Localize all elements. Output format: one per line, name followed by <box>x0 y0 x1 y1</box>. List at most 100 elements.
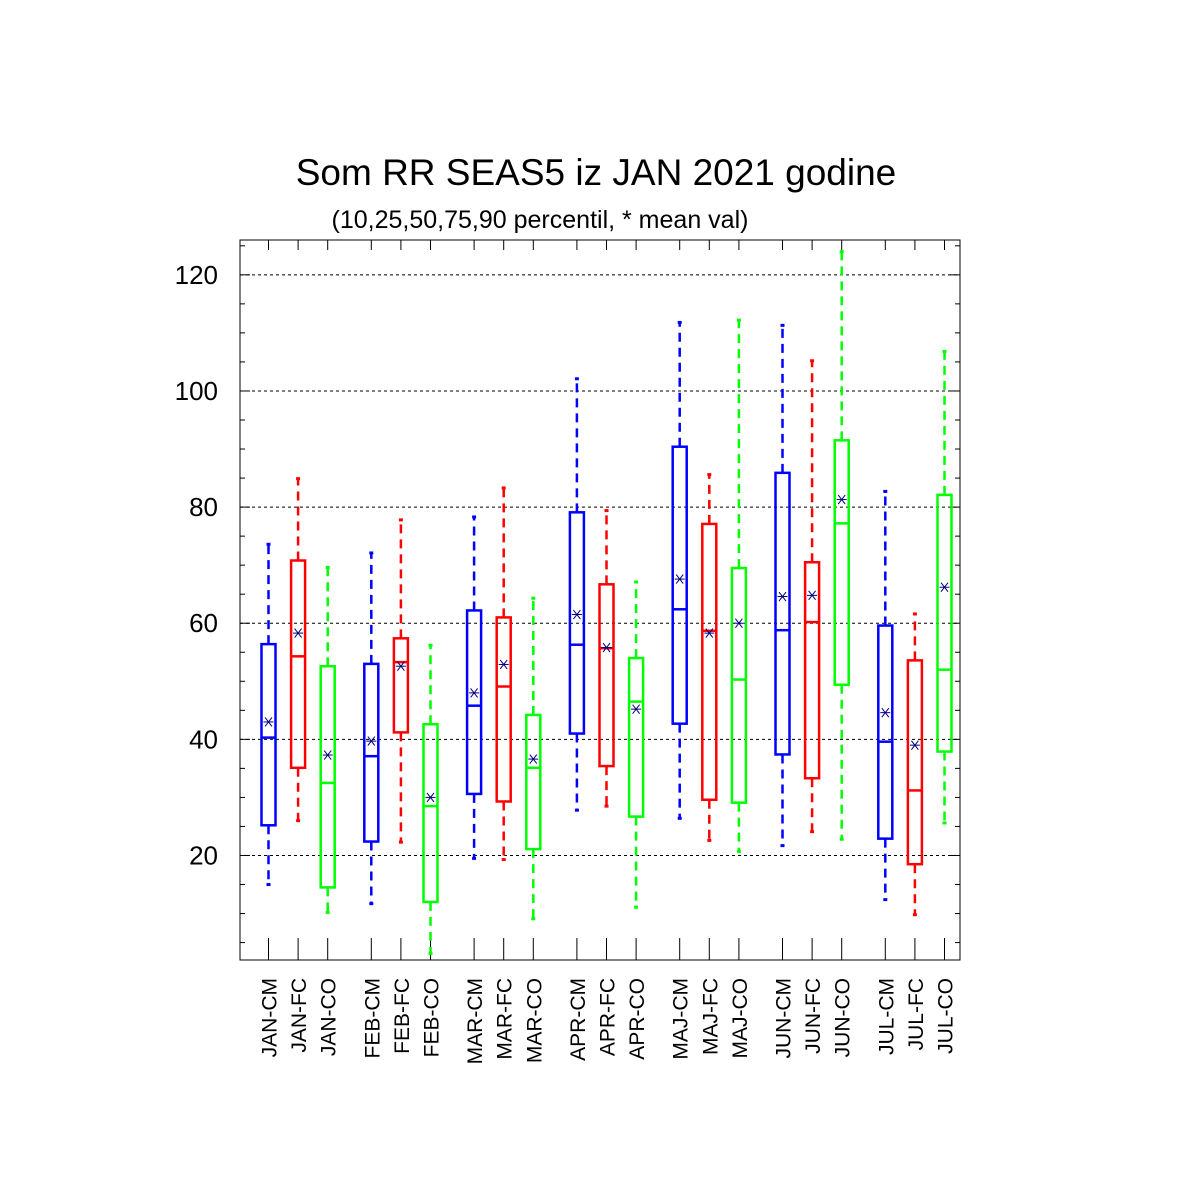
mean-marker-stroke <box>881 707 890 718</box>
box-jul-fc <box>906 612 924 917</box>
mean-marker-stroke <box>264 717 273 727</box>
box-jul-co <box>936 349 953 825</box>
mean-marker <box>322 750 333 760</box>
x-tick-label: MAR-CO <box>523 978 546 1063</box>
mean-marker <box>425 792 436 803</box>
mean-marker-stroke <box>426 792 435 803</box>
box-feb-fc <box>392 518 410 844</box>
box-mar-fc <box>495 486 512 862</box>
mean-marker-stroke <box>705 628 714 638</box>
mean-marker <box>939 582 950 593</box>
chart-subtitle: (10,25,50,75,90 percentil, * mean val) <box>332 206 749 234</box>
y-tick-label: 100 <box>175 376 218 406</box>
box-feb-co <box>422 643 439 956</box>
box-maj-co <box>730 318 748 853</box>
box-jan-cm <box>260 542 277 887</box>
box-iqr <box>774 471 791 756</box>
box-iqr <box>833 439 850 687</box>
y-tick-label: 80 <box>189 492 218 522</box>
mean-marker-stroke <box>294 628 302 638</box>
x-tick-label: JUL-CO <box>935 978 958 1054</box>
box-iqr <box>392 637 410 734</box>
box-apr-fc <box>598 509 615 808</box>
box-jan-fc <box>289 477 307 823</box>
mean-marker-stroke <box>367 736 376 746</box>
x-tick-label: JUN-CO <box>832 978 855 1057</box>
box-iqr <box>319 664 336 889</box>
mean-marker-stroke <box>940 582 949 593</box>
box-iqr <box>803 561 821 780</box>
box-jan-co <box>319 565 336 914</box>
box-feb-cm <box>363 551 380 906</box>
box-jun-co <box>833 250 850 841</box>
mean-marker <box>836 494 847 505</box>
mean-marker <box>674 574 685 584</box>
box-iqr <box>568 511 586 735</box>
mean-marker-stroke <box>632 704 640 714</box>
mean-marker <box>601 642 612 653</box>
box-jun-fc <box>803 359 821 834</box>
mean-marker <box>807 590 818 601</box>
plot-frame <box>239 239 961 961</box>
mean-marker <box>263 717 274 727</box>
mean-marker <box>631 704 642 714</box>
mean-marker-stroke <box>778 591 787 602</box>
box-iqr <box>598 583 615 768</box>
y-axis: 20 40 60 80 100 120 <box>175 245 960 944</box>
x-tick-label: JUL-CM <box>875 978 898 1055</box>
x-tick-label: JUN-CM <box>773 978 796 1058</box>
box-iqr <box>260 642 277 827</box>
box-iqr <box>627 656 645 818</box>
box-iqr <box>289 559 307 770</box>
x-tick-label: JAN-FC <box>288 978 311 1053</box>
x-tick-label: APR-CM <box>567 978 590 1061</box>
x-tick-label: MAR-FC <box>494 978 517 1060</box>
mean-marker-stroke <box>499 659 508 670</box>
y-tick-label: 40 <box>189 724 218 754</box>
mean-marker <box>293 628 304 638</box>
box-iqr <box>906 659 924 866</box>
x-tick-label: JUN-FC <box>802 978 825 1054</box>
mean-marker-stroke <box>808 590 816 601</box>
mean-marker-stroke <box>735 618 743 629</box>
box-iqr <box>495 616 512 803</box>
mean-marker-stroke <box>602 642 611 653</box>
mean-marker-stroke <box>470 688 478 698</box>
mean-marker <box>909 740 920 750</box>
mean-marker-stroke <box>397 661 405 672</box>
mean-marker-stroke <box>573 609 581 620</box>
mean-marker <box>880 707 891 718</box>
box-iqr <box>936 493 953 753</box>
box-iqr <box>877 624 894 840</box>
box-jun-cm <box>774 323 791 848</box>
x-axis: JAN-CM JAN-FC JAN-CO FEB-CM FEB-FC FEB-CO MAR-… <box>259 240 958 1064</box>
x-tick-label: MAJ-CO <box>729 978 752 1059</box>
mean-marker <box>777 591 788 602</box>
mean-marker <box>469 688 480 698</box>
x-tick-label: JAN-CO <box>318 978 341 1056</box>
mean-marker <box>571 609 582 620</box>
mean-marker <box>704 628 715 638</box>
x-tick-label: MAR-CM <box>464 978 487 1064</box>
mean-marker <box>733 618 744 629</box>
x-tick-label: APR-FC <box>597 978 620 1056</box>
mean-marker-stroke <box>323 750 332 760</box>
box-iqr <box>525 713 542 851</box>
mean-marker <box>395 661 406 672</box>
mean-marker-stroke <box>675 574 684 584</box>
box-maj-fc <box>701 473 718 842</box>
box-mar-co <box>525 596 542 921</box>
box-iqr <box>730 566 748 804</box>
x-tick-label: FEB-FC <box>391 978 414 1054</box>
x-tick-label: FEB-CO <box>421 978 444 1057</box>
y-tick-label: 60 <box>189 608 218 638</box>
x-tick-label: MAJ-CM <box>670 978 693 1060</box>
x-tick-label: JUL-FC <box>905 978 928 1050</box>
box-series <box>260 250 953 956</box>
box-jul-cm <box>877 489 894 902</box>
y-tick-label: 20 <box>189 840 218 870</box>
mean-marker <box>366 736 377 746</box>
box-mar-cm <box>465 515 483 860</box>
x-tick-label: MAJ-FC <box>699 978 722 1055</box>
gridlines <box>240 274 960 856</box>
